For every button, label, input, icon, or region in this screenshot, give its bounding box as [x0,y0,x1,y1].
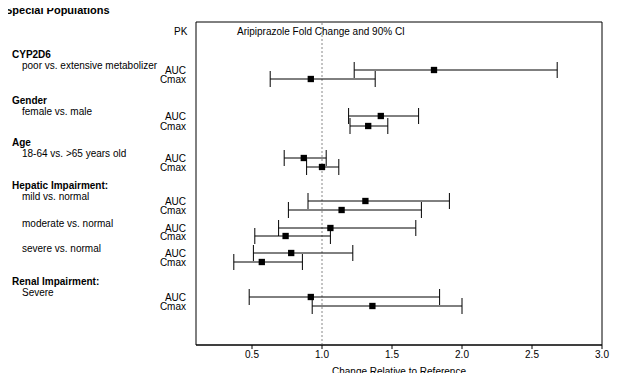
svg-text:AUC: AUC [164,195,186,207]
svg-text:AUC: AUC [164,64,186,76]
svg-text:Cmax: Cmax [160,162,186,173]
svg-text:Cmax: Cmax [160,74,186,85]
svg-text:1.5: 1.5 [385,349,399,360]
svg-text:Cmax: Cmax [160,231,186,242]
svg-text:2.0: 2.0 [455,349,469,360]
svg-text:Change Relative to Reference: Change Relative to Reference [332,366,466,373]
svg-text:AUC: AUC [164,152,186,164]
svg-text:3.0: 3.0 [595,349,609,360]
svg-text:severe vs. normal: severe vs. normal [22,243,101,254]
html-text:Aripiprazole Fold Change and 9: Aripiprazole Fold Change and 90% CI [237,26,405,37]
svg-text:Cmax: Cmax [160,257,186,268]
html-text:Special Populations: Special Populations [5,4,110,16]
svg-text:AUC: AUC [164,291,186,303]
svg-text:poor vs. extensive metabolizer: poor vs. extensive metabolizer [22,60,158,71]
svg-text:Severe: Severe [22,287,54,298]
svg-text:Cmax: Cmax [160,301,186,312]
svg-text:AUC: AUC [164,222,186,234]
html-text:PK: PK [174,26,188,37]
svg-text:Renal Impairment:: Renal Impairment: [12,276,99,287]
svg-text:AUC: AUC [164,247,186,259]
svg-text:Cmax: Cmax [160,205,186,216]
svg-text:CYP2D6: CYP2D6 [12,49,51,60]
svg-text:AUC: AUC [164,110,186,122]
svg-text:moderate vs. normal: moderate vs. normal [22,218,113,229]
svg-text:Cmax: Cmax [160,121,186,132]
svg-text:0.5: 0.5 [245,349,259,360]
svg-text:Gender: Gender [12,95,47,106]
svg-text:female vs. male: female vs. male [22,106,92,117]
svg-text:Age: Age [12,137,31,148]
svg-text:18-64 vs. >65 years old: 18-64 vs. >65 years old [22,148,126,159]
svg-text:1.0: 1.0 [315,349,329,360]
svg-text:Hepatic Impairment:: Hepatic Impairment: [12,180,108,191]
svg-text:mild vs. normal: mild vs. normal [22,191,89,202]
svg-text:2.5: 2.5 [525,349,539,360]
